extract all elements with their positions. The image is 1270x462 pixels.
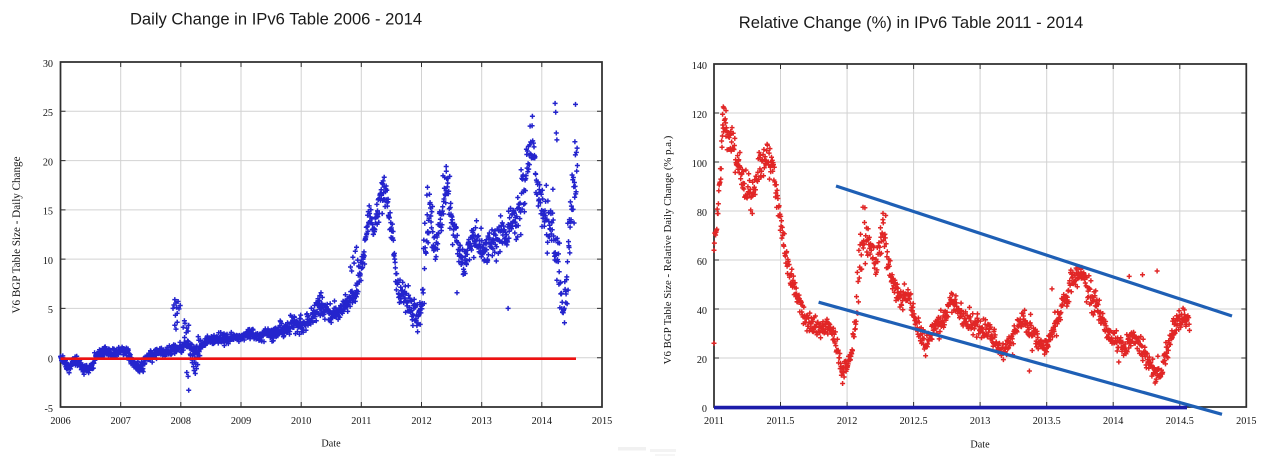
svg-text:Relative Change (%) in IPv6 Ta: Relative Change (%) in IPv6 Table 2011 -… <box>739 13 1083 32</box>
svg-text:2009: 2009 <box>231 416 251 427</box>
svg-text:2008: 2008 <box>171 416 191 427</box>
svg-text:V6 BGP Table Size - Relative D: V6 BGP Table Size - Relative Daily Chang… <box>662 135 674 364</box>
svg-text:Date: Date <box>970 440 990 451</box>
svg-text:2011: 2011 <box>351 416 371 427</box>
svg-text:2011.5: 2011.5 <box>767 416 795 427</box>
svg-text:2012: 2012 <box>411 416 431 427</box>
svg-text:2013: 2013 <box>472 416 492 427</box>
svg-text:30: 30 <box>43 59 53 70</box>
svg-text:2012: 2012 <box>837 416 857 427</box>
svg-text:120: 120 <box>692 110 707 121</box>
svg-text:2015: 2015 <box>592 416 612 427</box>
svg-text:Daily Change in IPv6 Table 200: Daily Change in IPv6 Table 2006 - 2014 <box>130 10 422 29</box>
svg-text:40: 40 <box>697 306 707 317</box>
svg-text:2014: 2014 <box>532 416 552 427</box>
svg-text:20: 20 <box>43 157 53 168</box>
svg-text:2011: 2011 <box>704 416 724 427</box>
svg-text:Date: Date <box>321 439 341 450</box>
svg-text:2007: 2007 <box>111 416 131 427</box>
svg-text:2010: 2010 <box>291 416 311 427</box>
svg-text:2013: 2013 <box>970 416 990 427</box>
svg-text:60: 60 <box>697 257 707 268</box>
svg-text:0: 0 <box>702 404 707 415</box>
svg-text:5: 5 <box>48 305 53 316</box>
svg-text:25: 25 <box>43 108 53 119</box>
svg-text:-5: -5 <box>45 404 54 415</box>
svg-text:2012.5: 2012.5 <box>900 416 928 427</box>
svg-text:0: 0 <box>48 355 53 366</box>
svg-text:2006: 2006 <box>50 416 70 427</box>
svg-text:10: 10 <box>43 256 53 267</box>
svg-text:100: 100 <box>692 159 707 170</box>
svg-text:2015: 2015 <box>1236 416 1256 427</box>
svg-text:80: 80 <box>697 208 707 219</box>
svg-text:2014: 2014 <box>1103 416 1123 427</box>
svg-text:20: 20 <box>697 355 707 366</box>
svg-text:140: 140 <box>692 61 707 72</box>
svg-text:2013.5: 2013.5 <box>1033 416 1061 427</box>
svg-text:15: 15 <box>43 207 53 218</box>
svg-text:V6 BGP Table Size - Daily Chan: V6 BGP Table Size - Daily Change <box>11 156 23 313</box>
svg-text:2014.5: 2014.5 <box>1166 416 1194 427</box>
